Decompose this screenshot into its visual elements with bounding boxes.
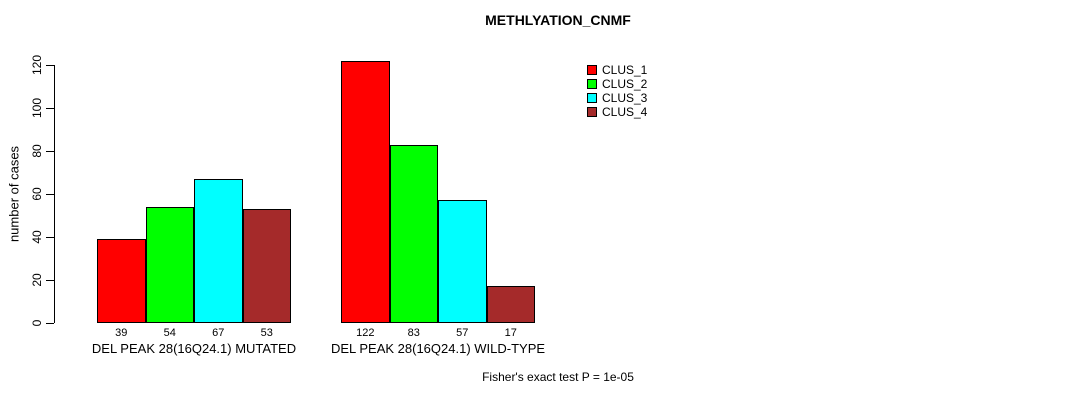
bar-clus_3-group1 <box>194 179 243 323</box>
y-axis-tick-label: 20 <box>30 273 44 287</box>
y-axis-tick-label: 100 <box>30 97 44 119</box>
x-group-label: DEL PEAK 28(16Q24.1) WILD-TYPE <box>330 341 546 356</box>
bar-value-label: 83 <box>407 327 420 339</box>
legend-label: CLUS_1 <box>602 63 648 77</box>
legend-item: CLUS_4 <box>587 105 647 119</box>
legend-item: CLUS_3 <box>587 91 647 105</box>
legend-item: CLUS_1 <box>587 63 647 77</box>
bar-clus_4-group1 <box>242 209 291 323</box>
y-axis-tick <box>46 65 54 66</box>
legend: CLUS_1 CLUS_2 CLUS_3 CLUS_4 <box>587 63 647 119</box>
bar-value-label: 54 <box>163 327 176 339</box>
legend-label: CLUS_4 <box>602 105 648 119</box>
bar-clus_2-group2 <box>389 144 438 323</box>
y-axis-tick-label: 80 <box>30 144 44 158</box>
bar-value-label: 53 <box>260 327 273 339</box>
y-axis-tick-label: 40 <box>30 230 44 244</box>
legend-swatch <box>587 65 597 75</box>
y-axis-tick <box>46 323 54 324</box>
y-axis-tick <box>46 280 54 281</box>
bar-clus_1-group1 <box>97 239 146 323</box>
y-axis-tick <box>46 151 54 152</box>
legend-swatch <box>587 93 597 103</box>
legend-swatch <box>587 107 597 117</box>
x-group-label: DEL PEAK 28(16Q24.1) MUTATED <box>91 341 297 356</box>
bar-value-label: 39 <box>115 327 128 339</box>
y-axis-tick <box>46 194 54 195</box>
legend-item: CLUS_2 <box>587 77 647 91</box>
legend-label: CLUS_2 <box>602 77 648 91</box>
bar-value-label: 17 <box>504 327 517 339</box>
y-axis-label: number of cases <box>6 145 22 243</box>
bar-clus_3-group2 <box>438 200 487 323</box>
chart-title: METHLYATION_CNMF <box>485 12 631 28</box>
legend-swatch <box>587 79 597 89</box>
bar-value-label: 57 <box>456 327 469 339</box>
y-axis-tick <box>46 237 54 238</box>
stat-annotation: Fisher's exact test P = 1e-05 <box>482 370 634 384</box>
bar-clus_4-group2 <box>486 286 535 323</box>
bar-clus_2-group1 <box>145 206 194 323</box>
legend-label: CLUS_3 <box>602 91 648 105</box>
y-axis-tick <box>46 108 54 109</box>
y-axis-tick-label: 120 <box>30 54 44 76</box>
y-axis-line <box>54 65 55 323</box>
y-axis-tick-label: 0 <box>30 319 44 327</box>
bar-value-label: 67 <box>212 327 225 339</box>
bar-value-label: 122 <box>356 327 375 339</box>
y-axis-tick-label: 60 <box>30 187 44 201</box>
bar-clus_1-group2 <box>341 60 390 323</box>
